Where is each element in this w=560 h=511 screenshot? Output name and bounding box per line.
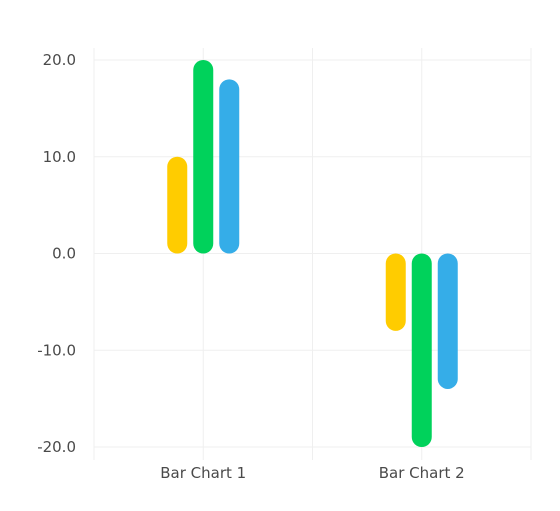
bars [167,60,458,447]
bar [167,156,188,254]
bar [385,253,406,331]
bar [219,79,240,254]
y-tick-label: 10.0 [43,148,76,166]
bar [437,253,458,389]
x-tick-label: Bar Chart 1 [160,464,246,482]
y-axis: 20.0 10.0 0.0 -10.0 -20.0 [37,51,76,456]
y-tick-label: -10.0 [37,341,76,359]
y-tick-label: 20.0 [43,51,76,69]
x-tick-label: Bar Chart 2 [379,464,465,482]
y-tick-label: 0.0 [52,245,76,263]
grid [93,48,532,460]
bar [411,253,432,447]
y-tick-label: -20.0 [37,438,76,456]
x-axis: Bar Chart 1 Bar Chart 2 [160,464,464,482]
bar [193,60,214,254]
